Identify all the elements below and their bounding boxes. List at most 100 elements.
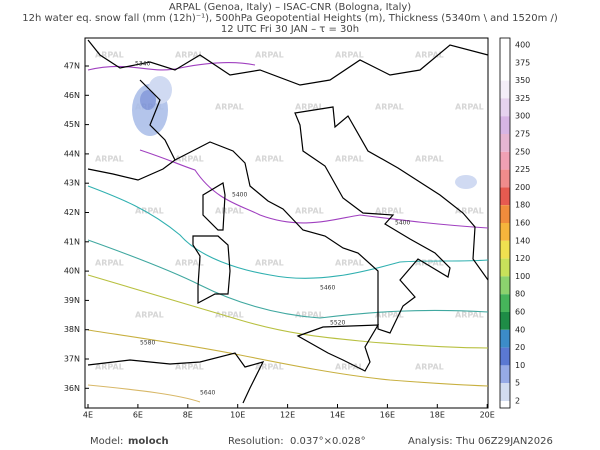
lat-label: 40N: [64, 267, 80, 276]
colorbar-segment: [500, 80, 510, 99]
colorbar-segment: [500, 329, 510, 348]
contour-label: 5400: [395, 220, 410, 227]
lat-label: 39N: [64, 296, 80, 305]
footer-value: Thu 06Z29JAN2026: [455, 436, 553, 447]
colorbar-segment: [500, 45, 510, 63]
lon-label: 12E: [280, 411, 295, 420]
watermark: ARPAL: [215, 311, 244, 320]
footer-label: Resolution:: [228, 436, 284, 447]
watermark: ARPAL: [295, 207, 324, 216]
watermark: ARPAL: [95, 363, 124, 372]
footer-value: moloch: [128, 436, 169, 447]
header-line: ARPAL (Genoa, Italy) – ISAC-CNR (Bologna…: [169, 2, 411, 13]
contour-label: 5640: [200, 390, 215, 397]
contour-label: 5520: [330, 320, 345, 327]
colorbar-label: 2: [515, 397, 520, 406]
colorbar-label: 275: [515, 130, 530, 139]
watermark: ARPAL: [95, 259, 124, 268]
watermark: ARPAL: [95, 51, 124, 60]
lat-label: 45N: [64, 120, 80, 129]
contour-label: 5400: [232, 192, 247, 199]
colorbar-label: 60: [515, 308, 525, 317]
colorbar-frame: [499, 37, 511, 409]
watermark: ARPAL: [255, 259, 284, 268]
axes: 47N 46N 45N 44N 43N 42N 41N 40N 39N 38N 37N 36N 4E 6E…: [64, 62, 495, 420]
footer-label: Analysis:: [408, 436, 453, 447]
watermark: ARPAL: [175, 363, 204, 372]
coastlines: [87, 39, 489, 404]
colorbar-label: 350: [515, 76, 530, 85]
footer-value: 0.037°×0.028°: [290, 436, 366, 447]
colorbar-segment: [500, 240, 510, 259]
watermark: ARPAL: [455, 207, 484, 216]
lon-label: 6E: [133, 411, 143, 420]
footer-label: Model:: [90, 436, 123, 447]
colorbar-segment: [500, 347, 510, 366]
map: ARPAL ARPAL ARPAL ARPAL ARPAL ARPAL ARPAL ARPAL…: [84, 37, 489, 409]
colorbar-segment: [500, 134, 510, 152]
watermark: ARPAL: [135, 207, 164, 216]
colorbar-label: 300: [515, 112, 530, 121]
snowfall: [132, 76, 477, 189]
watermark: ARPAL: [175, 155, 204, 164]
colorbar-label: 250: [515, 147, 530, 156]
lon-label: 4E: [83, 411, 93, 420]
lat-label: 46N: [64, 91, 80, 100]
colorbar-segment: [500, 258, 510, 277]
colorbar-segment: [500, 116, 510, 134]
lat-label: 43N: [64, 179, 80, 188]
colorbar-label: 225: [515, 165, 530, 174]
watermark: ARPAL: [335, 155, 364, 164]
contour-label: 5340: [135, 61, 150, 68]
colorbar-segment: [500, 98, 510, 117]
header-line: 12h water eq. snow fall (mm (12h)⁻¹), 50…: [22, 13, 558, 24]
colorbar-label: 120: [515, 254, 530, 263]
lat-label: 38N: [64, 325, 80, 334]
watermark: ARPAL: [375, 207, 404, 216]
watermark: ARPAL: [295, 103, 324, 112]
watermark: ARPAL: [455, 103, 484, 112]
colorbar-label: 375: [515, 58, 530, 67]
watermark: ARPAL: [175, 259, 204, 268]
colorbar-label: 100: [515, 272, 530, 281]
watermark: ARPAL: [335, 259, 364, 268]
colorbar-label: 10: [515, 361, 525, 370]
watermark: ARPAL: [255, 363, 284, 372]
lon-label: 20E: [480, 411, 495, 420]
watermark: ARPAL: [215, 103, 244, 112]
colorbar-segment: [500, 312, 510, 330]
watermark: ARPAL: [135, 311, 164, 320]
lat-label: 41N: [64, 237, 80, 246]
contour-label: 5460: [320, 285, 335, 292]
lon-label: 10E: [230, 411, 245, 420]
colorbar-label: 140: [515, 236, 530, 245]
colorbar-segment: [500, 276, 510, 295]
colorbar-label: 325: [515, 94, 530, 103]
colorbar-segment: [500, 151, 510, 170]
colorbar-segment: [500, 169, 510, 188]
lat-label: 44N: [64, 149, 80, 158]
lon-label: 8E: [183, 411, 193, 420]
watermark: ARPAL: [415, 259, 444, 268]
colorbar-segment: [500, 383, 510, 401]
colorbar-label: 180: [515, 201, 530, 210]
colorbar-segment: [500, 62, 510, 81]
colorbar-segment: [500, 223, 510, 241]
colorbar-label: 20: [515, 343, 525, 352]
colorbar-segment: [500, 187, 510, 206]
colorbar-label: 40: [515, 325, 525, 334]
watermark: ARPAL: [95, 155, 124, 164]
colorbar-label: 400: [515, 41, 530, 50]
lat-label: 42N: [64, 208, 80, 217]
watermark: ARPAL: [455, 311, 484, 320]
watermark: ARPAL: [375, 103, 404, 112]
contours: [87, 62, 489, 403]
watermark: ARPAL: [375, 311, 404, 320]
lon-label: 14E: [330, 411, 345, 420]
watermark: ARPAL: [255, 51, 284, 60]
watermark: ARPAL: [255, 155, 284, 164]
colorbar-label: 80: [515, 290, 525, 299]
colorbar-label: 200: [515, 183, 530, 192]
watermark: ARPAL: [215, 207, 244, 216]
